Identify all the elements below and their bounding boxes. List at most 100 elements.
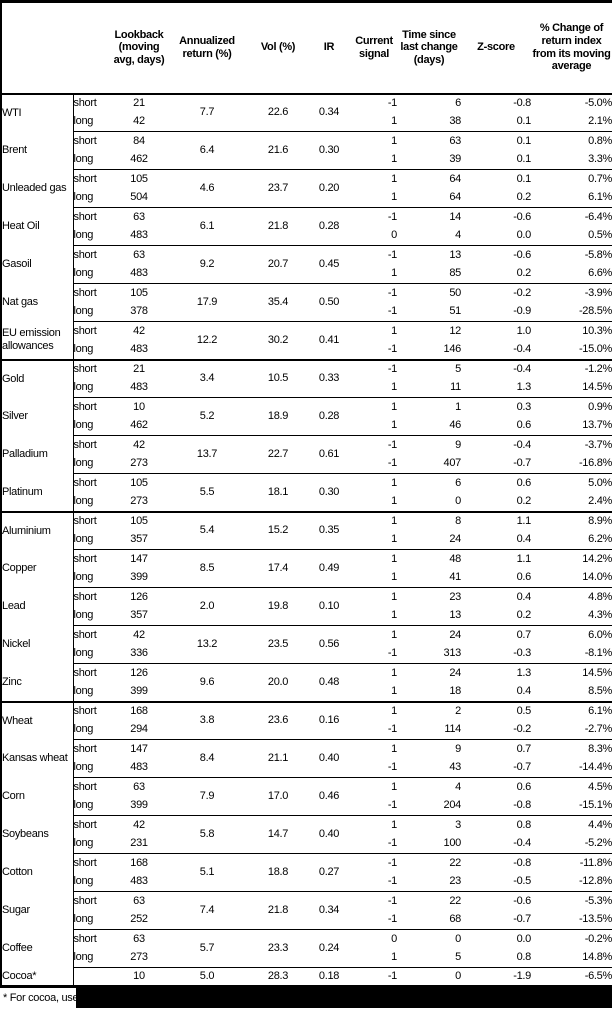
time-since-value: 63 bbox=[397, 131, 461, 151]
table-row: long 483 1 85 0.2 6.6% bbox=[1, 265, 612, 284]
table-row: long 462 1 39 0.1 3.3% bbox=[1, 151, 612, 170]
lookback-value: 147 bbox=[113, 549, 165, 569]
ir-value: 0.16 bbox=[307, 700, 351, 740]
lookback-value: 483 bbox=[130, 343, 148, 356]
leg-label: long bbox=[73, 381, 94, 394]
annualized-return-value: 8.5 bbox=[165, 549, 249, 588]
column-header-vol: Vol (%) bbox=[249, 1, 307, 95]
lookback-value: 231 bbox=[130, 837, 148, 850]
leg-label: short bbox=[73, 169, 113, 189]
annualized-return-value: 8.4 bbox=[165, 739, 249, 778]
lookback-value: 63 bbox=[113, 891, 165, 911]
z-score-value: 1.3 bbox=[516, 381, 531, 394]
commodity-name: Palladium bbox=[1, 435, 74, 474]
pct-change-value: 2.4% bbox=[588, 495, 612, 508]
pct-change-value: -15.1% bbox=[578, 799, 612, 812]
time-since-value: 24 bbox=[397, 625, 461, 645]
annualized-return-value: 5.2 bbox=[165, 397, 249, 436]
leg-label: short bbox=[73, 283, 113, 303]
current-signal-value: 1 bbox=[351, 397, 397, 417]
time-since-value: 64 bbox=[397, 169, 461, 189]
vol-value: 21.1 bbox=[249, 739, 307, 778]
leg-label: long bbox=[73, 609, 94, 622]
table-row: long 483 -1 146 -0.4 -15.0% bbox=[1, 341, 612, 360]
pct-change-value: -12.8% bbox=[578, 875, 612, 888]
lookback-value: 504 bbox=[130, 191, 148, 204]
table-row: Brent short 84 6.4 21.6 0.30 1 63 0.1 0.8% bbox=[1, 131, 612, 170]
current-signal-value: 1 bbox=[391, 153, 397, 166]
footnote-text: * For cocoa, uses bbox=[0, 988, 84, 1008]
table-row: Silver short 10 5.2 18.9 0.28 1 1 0.3 0.9% bbox=[1, 397, 612, 436]
current-signal-value: 1 bbox=[391, 419, 397, 432]
pct-change-value: -0.2% bbox=[531, 929, 612, 949]
z-score-value: -0.4 bbox=[461, 435, 531, 455]
leg-label: short bbox=[73, 473, 113, 493]
pct-change-value: 14.0% bbox=[582, 571, 612, 584]
z-score-value: -0.7 bbox=[513, 761, 531, 774]
leg-label: long bbox=[73, 799, 94, 812]
lookback-value: 21 bbox=[133, 97, 145, 110]
annualized-return-value: 3.8 bbox=[165, 700, 249, 740]
table-row: Soybeans short 42 5.8 14.7 0.40 1 3 0.8 4.4% bbox=[1, 815, 612, 854]
time-since-value: 23 bbox=[397, 587, 461, 607]
time-since-value: 5 bbox=[397, 358, 461, 379]
z-score-value: 0.2 bbox=[516, 609, 531, 622]
lookback-value: 378 bbox=[130, 305, 148, 318]
leg-label: short bbox=[73, 929, 113, 949]
time-since-value: 23 bbox=[449, 875, 461, 888]
table-row: Kansas wheat short 147 8.4 21.1 0.40 1 9 0.7 8.3% bbox=[1, 739, 612, 778]
current-signal-value: 1 bbox=[351, 587, 397, 607]
vol-value: 14.7 bbox=[249, 815, 307, 854]
table-row: long 252 -1 68 -0.7 -13.5% bbox=[1, 911, 612, 930]
z-score-value: 1.1 bbox=[461, 549, 531, 569]
pct-change-value: 8.3% bbox=[531, 739, 612, 759]
table-row: long 42 1 38 0.1 2.1% bbox=[1, 113, 612, 132]
leg-label: short bbox=[73, 397, 113, 417]
time-since-value: 0 bbox=[397, 967, 461, 987]
current-signal-value: 1 bbox=[351, 131, 397, 151]
commodity-name: Copper bbox=[1, 549, 74, 588]
current-signal-value: -1 bbox=[387, 343, 397, 356]
leg-label: short bbox=[73, 435, 113, 455]
z-score-value: -0.5 bbox=[513, 875, 531, 888]
pct-change-value: 0.8% bbox=[531, 131, 612, 151]
pct-change-value: 5.0% bbox=[531, 473, 612, 493]
ir-value: 0.28 bbox=[307, 397, 351, 436]
pct-change-value: -11.8% bbox=[531, 853, 612, 873]
time-since-value: 0 bbox=[397, 929, 461, 949]
leg-label: long bbox=[73, 913, 94, 926]
pct-change-value: -3.7% bbox=[531, 435, 612, 455]
time-since-value: 3 bbox=[397, 815, 461, 835]
current-signal-value: 1 bbox=[391, 191, 397, 204]
ir-value: 0.30 bbox=[307, 473, 351, 512]
z-score-value: 0.4 bbox=[516, 685, 531, 698]
lookback-value: 105 bbox=[113, 473, 165, 493]
current-signal-value: 1 bbox=[391, 495, 397, 508]
time-since-value: 43 bbox=[449, 761, 461, 774]
lookback-value: 105 bbox=[113, 169, 165, 189]
z-score-value: -0.6 bbox=[461, 207, 531, 227]
ir-value: 0.10 bbox=[307, 587, 351, 626]
leg-label bbox=[73, 967, 113, 987]
leg-label: short bbox=[73, 625, 113, 645]
commodity-name: Wheat bbox=[1, 700, 74, 740]
current-signal-value: -1 bbox=[351, 283, 397, 303]
current-signal-value: 1 bbox=[391, 571, 397, 584]
table-row: Sugar short 63 7.4 21.8 0.34 -1 22 -0.6 -5.3% bbox=[1, 891, 612, 930]
annualized-return-value: 5.8 bbox=[165, 815, 249, 854]
z-score-value: -0.6 bbox=[461, 245, 531, 265]
current-signal-value: -1 bbox=[351, 358, 397, 379]
lookback-value: 483 bbox=[130, 875, 148, 888]
pct-change-value: 6.2% bbox=[588, 533, 612, 546]
vol-value: 18.9 bbox=[249, 397, 307, 436]
commodity-name: Nat gas bbox=[1, 283, 74, 322]
lookback-value: 105 bbox=[113, 283, 165, 303]
leg-label: long bbox=[73, 761, 94, 774]
annualized-return-value: 13.7 bbox=[165, 435, 249, 474]
current-signal-value: 0 bbox=[391, 229, 397, 242]
current-signal-value: 1 bbox=[351, 815, 397, 835]
leg-label: short bbox=[73, 358, 113, 379]
vol-value: 21.8 bbox=[249, 891, 307, 930]
commodity-name: Corn bbox=[1, 777, 74, 816]
vol-value: 28.3 bbox=[249, 967, 307, 987]
